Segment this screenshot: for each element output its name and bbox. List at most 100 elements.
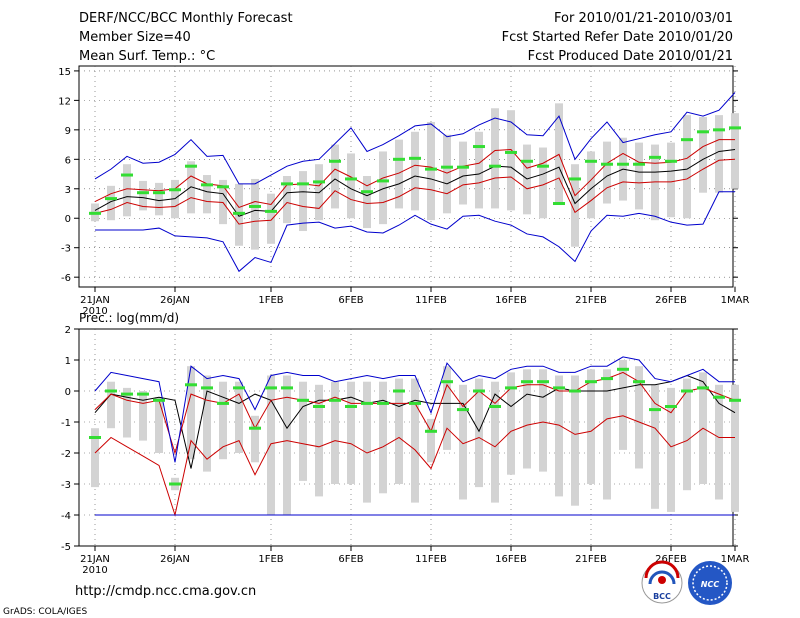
prec-ytick-label: -1	[61, 418, 71, 429]
temp-box	[267, 193, 275, 244]
prec-median-marker	[537, 380, 549, 384]
prec-xtick-label: 21FEB	[575, 554, 607, 565]
prec-ytick-label: -2	[61, 449, 71, 460]
temp-xtick-label: 26JAN	[160, 295, 190, 306]
prec-median-marker	[441, 380, 453, 384]
temp-median-marker	[137, 191, 149, 195]
temp-box	[635, 142, 643, 210]
temp-median-marker	[249, 204, 261, 208]
temp-box	[491, 108, 499, 209]
temp-line-ensemble-max	[94, 92, 736, 185]
prec-ytick-label: -3	[61, 480, 71, 491]
temp-ytick-label: 12	[58, 96, 71, 107]
temp-median-marker	[649, 155, 661, 159]
temp-box	[539, 147, 547, 219]
temperature-panel: -6 -3 0 3 6 9 12 15 21JAN 26JAN 1FEB 6FEB 11FEB 16FEB…	[58, 65, 749, 317]
prec-xtick-label: 1FEB	[258, 554, 283, 565]
temp-median-marker	[217, 185, 229, 189]
prec-line-ensemble-mean	[94, 374, 736, 469]
temp-line-mean-1-std	[94, 139, 735, 209]
prec-median-marker	[153, 398, 165, 402]
prec-box	[587, 369, 595, 484]
prec-box	[267, 375, 275, 515]
temp-box	[699, 117, 707, 193]
temp-median-marker	[313, 180, 325, 184]
temp-box	[203, 175, 211, 214]
prec-box	[619, 360, 627, 450]
ncc-logo: NCC	[688, 561, 732, 605]
prec-box	[331, 381, 339, 484]
prec-median-marker	[681, 389, 693, 393]
ncc-logo-text: NCC	[701, 580, 720, 589]
prec-xtick-label: 16FEB	[495, 554, 527, 565]
prec-box	[523, 369, 531, 469]
prec-median-marker	[89, 436, 101, 439]
temp-box	[107, 185, 115, 221]
prec-median-marker	[713, 395, 725, 399]
prec-median-marker	[217, 401, 229, 405]
prec-median-marker	[121, 392, 133, 396]
temp-box	[475, 131, 483, 209]
temp-frame	[78, 65, 734, 288]
source-url[interactable]: http://cmdp.ncc.cma.gov.cn	[75, 584, 256, 599]
prec-ytick-label: 1	[65, 356, 71, 367]
temp-median-marker	[457, 165, 469, 169]
prec-median-marker	[329, 398, 341, 402]
prec-median-marker	[729, 398, 741, 402]
chart-title: DERF/NCC/BCC Monthly Forecast	[79, 11, 293, 26]
temp-median-marker	[105, 197, 117, 201]
prec-median-marker	[569, 389, 581, 393]
temp-median-marker	[393, 157, 405, 161]
prec-median-marker	[585, 380, 597, 384]
prec-xtick-label: 26FEB	[655, 554, 687, 565]
temp-median-marker	[233, 211, 245, 215]
temp-box	[571, 164, 579, 247]
prec-ytick-label: -5	[61, 542, 71, 553]
prec-box	[635, 366, 643, 469]
prec-median-marker	[473, 389, 485, 393]
prec-box	[411, 378, 419, 503]
prec-year-label: 2010	[82, 565, 107, 576]
prec-box	[491, 381, 499, 503]
bcc-logo-text: BCC	[653, 592, 671, 601]
prec-line-mean-1-std	[94, 415, 735, 517]
temp-box	[411, 131, 419, 211]
temp-box	[155, 182, 163, 216]
prec-median-marker	[249, 426, 261, 430]
temp-line-ensemble-min	[95, 191, 735, 273]
temp-median-marker	[505, 150, 517, 154]
temp-xtick-label: 21JAN	[80, 295, 110, 306]
temp-median-marker	[425, 167, 437, 171]
temp-box	[395, 139, 403, 209]
prec-median-marker	[457, 408, 469, 412]
prec-box	[235, 381, 243, 453]
temp-ytick-label: 15	[58, 67, 71, 78]
temp-box	[459, 141, 467, 205]
prec-box	[315, 384, 323, 497]
prec-box	[603, 369, 611, 500]
temp-box	[507, 110, 515, 211]
temp-xtick-label: 26FEB	[655, 295, 687, 306]
temp-xtick-label: 6FEB	[338, 295, 363, 306]
prec-box	[555, 375, 563, 497]
temp-box	[427, 121, 435, 221]
temp-median-marker	[281, 182, 293, 186]
temp-median-marker	[153, 191, 165, 195]
prec-median-marker	[489, 405, 501, 408]
prec-box	[203, 375, 211, 472]
forecast-started-date: Fcst Started Refer Date 2010/01/20	[502, 30, 733, 45]
prec-frame	[78, 328, 734, 547]
temp-median-marker	[553, 202, 565, 206]
temp-year-label: 2010	[82, 306, 107, 317]
temp-median-marker	[169, 188, 181, 192]
prec-box	[379, 381, 387, 494]
temp-median-marker	[377, 179, 389, 183]
prec-median-marker	[281, 386, 293, 390]
prec-box	[91, 428, 99, 488]
temp-median-marker	[713, 128, 725, 132]
temp-median-marker	[361, 190, 373, 194]
temp-box	[555, 103, 563, 204]
prec-ytick-label: 0	[65, 387, 71, 398]
temp-xtick-label: 1FEB	[258, 295, 283, 306]
